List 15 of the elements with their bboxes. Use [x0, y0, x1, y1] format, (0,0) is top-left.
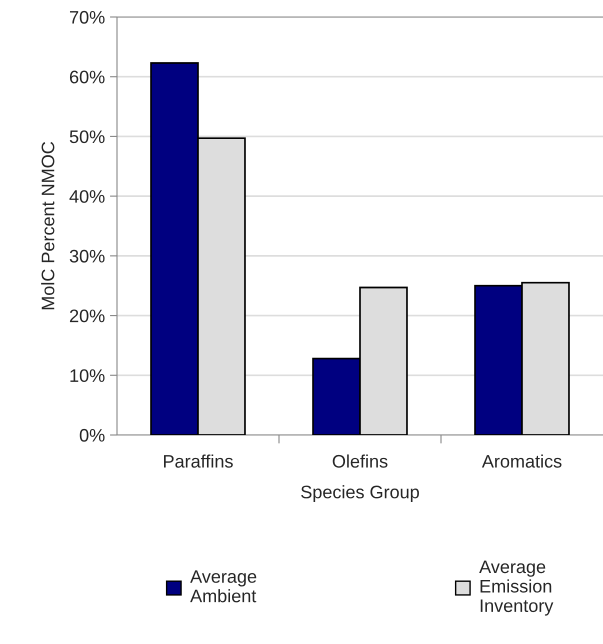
legend-label: Average Ambient	[190, 570, 256, 602]
x-tick-label: Olefins	[332, 454, 388, 468]
y-tick-label: 70%	[70, 10, 105, 24]
y-tick-label: 0%	[80, 428, 105, 442]
legend-label: Average Emission Inventory	[479, 560, 554, 616]
y-tick-label: 10%	[70, 369, 105, 382]
y-tick-label: 20%	[70, 310, 105, 322]
y-tick-label: 40%	[69, 190, 105, 203]
y-axis-title: MolC Percent NMOC	[41, 142, 54, 310]
x-tick-label: Paraffins	[164, 454, 233, 468]
y-tick-label: 50%	[70, 130, 105, 144]
x-axis-title: Species Group	[301, 485, 419, 502]
y-tick-label: 60%	[70, 70, 105, 84]
y-tick-label: 30%	[70, 250, 105, 263]
x-tick-label: Aromatics	[482, 454, 562, 468]
